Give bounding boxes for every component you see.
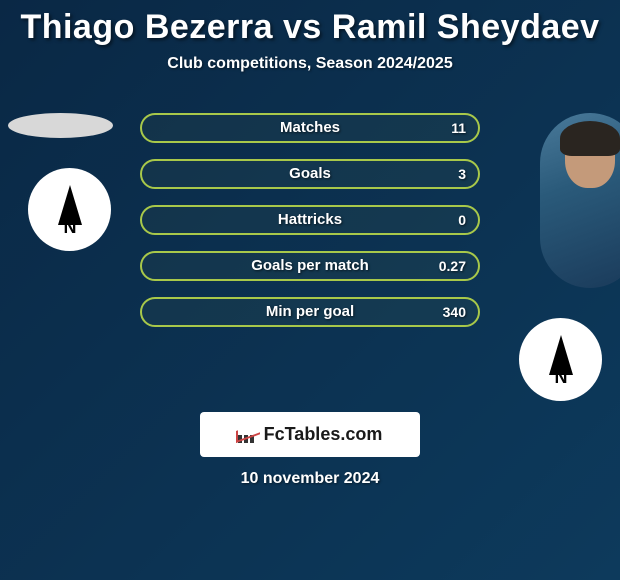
stat-value-player2: 0.27 <box>439 253 466 279</box>
comparison-content: Matches 11 Goals 3 Hattricks 0 Goals per… <box>0 103 620 403</box>
player2-photo <box>540 113 620 288</box>
stat-value-player2: 340 <box>443 299 466 325</box>
player1-club-logo <box>28 168 111 251</box>
season-subtitle: Club competitions, Season 2024/2025 <box>0 55 620 73</box>
stat-row-matches: Matches 11 <box>140 113 480 143</box>
snapshot-date: 10 november 2024 <box>0 470 620 488</box>
neftci-logo-icon <box>531 330 591 390</box>
stat-value-player2: 11 <box>451 115 466 141</box>
stats-list: Matches 11 Goals 3 Hattricks 0 Goals per… <box>140 113 480 343</box>
stat-label: Goals <box>142 161 478 187</box>
stat-label: Matches <box>142 115 478 141</box>
brand-chart-icon <box>238 427 258 443</box>
stat-label: Hattricks <box>142 207 478 233</box>
stat-label: Min per goal <box>142 299 478 325</box>
stat-value-player2: 0 <box>458 207 466 233</box>
brand-badge: FcTables.com <box>200 412 420 457</box>
brand-text: FcTables.com <box>264 424 383 445</box>
stat-value-player2: 3 <box>458 161 466 187</box>
stat-row-hattricks: Hattricks 0 <box>140 205 480 235</box>
neftci-logo-icon <box>40 180 100 240</box>
player2-club-logo <box>519 318 602 401</box>
stat-row-goals: Goals 3 <box>140 159 480 189</box>
stat-row-mpg: Min per goal 340 <box>140 297 480 327</box>
stat-label: Goals per match <box>142 253 478 279</box>
comparison-title: Thiago Bezerra vs Ramil Sheydaev <box>0 0 620 47</box>
player1-photo-placeholder <box>8 113 113 138</box>
stat-row-gpm: Goals per match 0.27 <box>140 251 480 281</box>
